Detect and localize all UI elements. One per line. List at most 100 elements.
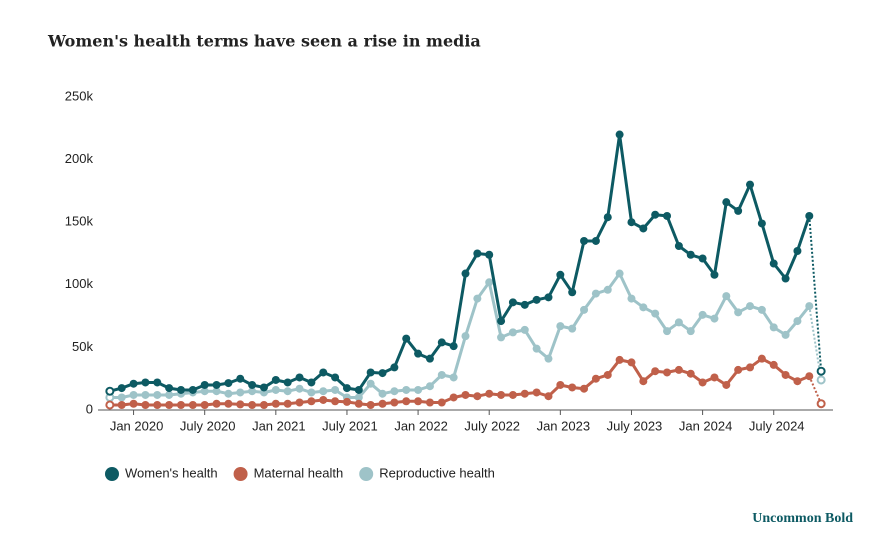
point	[378, 369, 387, 378]
point	[544, 354, 553, 363]
dotted-line	[808, 375, 823, 405]
point	[757, 219, 766, 228]
point	[591, 236, 600, 245]
point	[686, 250, 695, 259]
point	[639, 303, 648, 312]
point	[520, 325, 529, 334]
point	[793, 377, 802, 386]
point	[153, 390, 162, 399]
point	[176, 400, 185, 409]
point	[414, 349, 423, 358]
point	[200, 380, 209, 389]
point	[425, 354, 434, 363]
y-tick-label: 50k	[72, 339, 93, 354]
legend-marker	[359, 467, 374, 481]
dotted-line	[808, 215, 823, 372]
point	[615, 130, 624, 139]
point	[816, 375, 826, 385]
point	[129, 390, 138, 399]
point	[153, 378, 162, 387]
point	[212, 387, 221, 396]
point	[414, 397, 423, 406]
y-tick-label: 250k	[65, 88, 94, 103]
point	[769, 259, 778, 268]
point	[259, 383, 268, 392]
point	[651, 309, 660, 318]
point	[129, 399, 138, 408]
point	[627, 294, 636, 303]
point	[591, 289, 600, 298]
point	[568, 288, 577, 297]
y-tick-label: 0	[86, 401, 93, 416]
point	[508, 298, 517, 307]
point	[283, 378, 292, 387]
point	[663, 327, 672, 336]
point	[105, 386, 115, 396]
point	[710, 270, 719, 279]
point	[165, 384, 174, 393]
point	[259, 400, 268, 409]
point	[674, 318, 683, 327]
point	[331, 385, 340, 394]
point	[200, 387, 209, 396]
point	[734, 308, 743, 317]
point	[508, 390, 517, 399]
point	[271, 399, 280, 408]
point	[437, 398, 446, 407]
point	[793, 317, 802, 326]
point	[117, 400, 126, 409]
point	[378, 399, 387, 408]
point	[437, 370, 446, 379]
point	[271, 385, 280, 394]
x-tick-label: July 2024	[749, 418, 805, 433]
point	[188, 385, 197, 394]
point	[224, 389, 233, 398]
point	[603, 285, 612, 294]
x-tick-label: July 2023	[607, 418, 663, 433]
x-tick-label: Jan 2020	[110, 418, 164, 433]
y-tick-label: 100k	[65, 276, 94, 291]
point	[473, 249, 482, 258]
point	[319, 395, 328, 404]
point	[663, 211, 672, 220]
x-tick-label: July 2022	[464, 418, 520, 433]
x-tick-label: Jan 2024	[679, 418, 733, 433]
point	[188, 400, 197, 409]
point	[497, 317, 506, 326]
point	[532, 344, 541, 353]
point	[532, 295, 541, 304]
y-tick-label: 150k	[65, 214, 94, 229]
point	[248, 380, 257, 389]
point	[354, 385, 363, 394]
point	[319, 387, 328, 396]
point	[591, 374, 600, 383]
point	[449, 342, 458, 351]
point	[342, 384, 351, 393]
point	[663, 368, 672, 377]
point	[425, 382, 434, 391]
point	[781, 274, 790, 283]
point	[295, 384, 304, 393]
point	[236, 374, 245, 383]
point	[141, 400, 150, 409]
point	[568, 383, 577, 392]
point	[674, 241, 683, 250]
point	[651, 210, 660, 219]
point	[781, 330, 790, 339]
point	[271, 375, 280, 384]
point	[805, 211, 814, 220]
point	[734, 206, 743, 215]
point	[603, 370, 612, 379]
point	[402, 385, 411, 394]
point	[698, 254, 707, 263]
point	[307, 378, 316, 387]
x-tick-label: July 2020	[180, 418, 236, 433]
point	[556, 270, 565, 279]
point	[746, 180, 755, 189]
point	[544, 392, 553, 401]
chart-title: Women's health terms have seen a rise in…	[47, 32, 481, 51]
point	[793, 246, 802, 255]
point	[366, 400, 375, 409]
point	[698, 310, 707, 319]
point	[651, 367, 660, 376]
